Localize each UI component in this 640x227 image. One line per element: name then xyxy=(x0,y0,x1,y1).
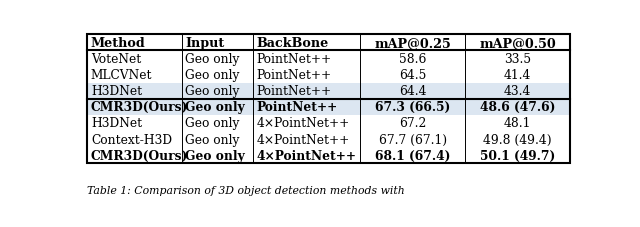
Bar xyxy=(88,35,570,164)
Text: mAP@0.25: mAP@0.25 xyxy=(374,37,451,50)
Text: mAP@0.50: mAP@0.50 xyxy=(479,37,556,50)
Text: Context-H3D: Context-H3D xyxy=(91,133,172,146)
Text: 48.1: 48.1 xyxy=(504,117,531,130)
Text: Input: Input xyxy=(185,37,224,50)
Text: 4×PointNet++: 4×PointNet++ xyxy=(257,117,349,130)
Text: Geo only: Geo only xyxy=(185,69,239,82)
Text: 68.1 (67.4): 68.1 (67.4) xyxy=(375,149,451,162)
Text: Method: Method xyxy=(91,37,146,50)
Text: 64.4: 64.4 xyxy=(399,85,426,98)
Text: 48.6 (47.6): 48.6 (47.6) xyxy=(480,101,556,114)
Text: PointNet++: PointNet++ xyxy=(257,101,338,114)
Text: 58.6: 58.6 xyxy=(399,53,426,66)
Text: 4×PointNet++: 4×PointNet++ xyxy=(257,133,349,146)
Text: 43.4: 43.4 xyxy=(504,85,531,98)
Text: Geo only: Geo only xyxy=(185,53,239,66)
Text: Geo only: Geo only xyxy=(185,101,244,114)
Text: 49.8 (49.4): 49.8 (49.4) xyxy=(483,133,552,146)
Bar xyxy=(88,83,570,99)
Text: MLCVNet: MLCVNet xyxy=(91,69,152,82)
Bar xyxy=(88,99,570,115)
Text: PointNet++: PointNet++ xyxy=(257,53,332,66)
Text: PointNet++: PointNet++ xyxy=(257,69,332,82)
Text: 67.2: 67.2 xyxy=(399,117,426,130)
Text: CMR3D(Ours): CMR3D(Ours) xyxy=(91,101,188,114)
Text: Geo only: Geo only xyxy=(185,133,239,146)
Text: 41.4: 41.4 xyxy=(504,69,531,82)
Text: Geo only: Geo only xyxy=(185,85,239,98)
Text: H3DNet: H3DNet xyxy=(91,85,142,98)
Text: 33.5: 33.5 xyxy=(504,53,531,66)
Text: 4×PointNet++: 4×PointNet++ xyxy=(257,149,356,162)
Text: VoteNet: VoteNet xyxy=(91,53,141,66)
Text: 50.1 (49.7): 50.1 (49.7) xyxy=(480,149,556,162)
Text: H3DNet: H3DNet xyxy=(91,117,142,130)
Text: BackBone: BackBone xyxy=(257,37,329,50)
Text: Geo only: Geo only xyxy=(185,117,239,130)
Text: Geo only: Geo only xyxy=(185,149,244,162)
Text: PointNet++: PointNet++ xyxy=(257,85,332,98)
Text: CMR3D(Ours): CMR3D(Ours) xyxy=(91,149,188,162)
Text: Table 1: Comparison of 3D object detection methods with: Table 1: Comparison of 3D object detecti… xyxy=(88,185,405,195)
Text: 67.3 (66.5): 67.3 (66.5) xyxy=(375,101,451,114)
Text: 67.7 (67.1): 67.7 (67.1) xyxy=(379,133,447,146)
Text: 64.5: 64.5 xyxy=(399,69,426,82)
